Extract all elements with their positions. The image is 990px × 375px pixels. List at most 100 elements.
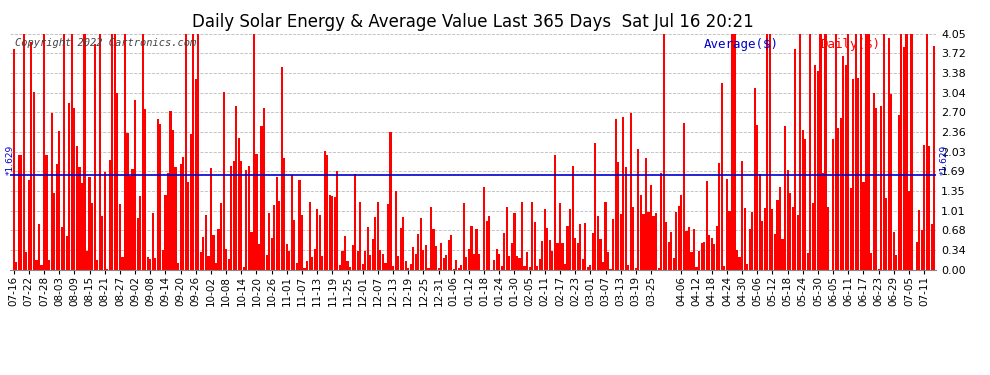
Bar — [316, 209, 318, 270]
Bar — [402, 217, 404, 270]
Bar — [802, 130, 804, 270]
Bar — [207, 256, 210, 270]
Bar — [812, 203, 814, 270]
Bar — [68, 104, 70, 270]
Bar — [918, 210, 920, 270]
Bar — [195, 79, 197, 270]
Bar — [127, 133, 129, 270]
Bar — [574, 238, 576, 270]
Bar — [483, 187, 485, 270]
Bar — [544, 210, 545, 270]
Bar — [124, 31, 126, 270]
Bar — [473, 254, 475, 270]
Bar — [652, 216, 654, 270]
Bar — [761, 221, 763, 270]
Bar — [106, 269, 108, 270]
Bar — [537, 266, 539, 270]
Bar — [769, 31, 771, 270]
Bar — [202, 237, 205, 270]
Bar — [885, 198, 887, 270]
Bar — [114, 31, 116, 270]
Bar — [488, 216, 490, 270]
Bar — [693, 230, 695, 270]
Bar — [667, 242, 670, 270]
Bar — [364, 251, 366, 270]
Bar — [898, 115, 900, 270]
Bar — [273, 205, 275, 270]
Bar — [321, 256, 324, 270]
Bar — [164, 195, 166, 270]
Bar — [751, 212, 753, 270]
Bar — [197, 31, 199, 270]
Bar — [342, 251, 344, 270]
Bar — [916, 242, 918, 270]
Bar — [93, 44, 96, 270]
Bar — [708, 235, 710, 270]
Bar — [630, 113, 632, 270]
Bar — [615, 119, 617, 270]
Bar — [521, 202, 523, 270]
Bar — [835, 31, 837, 270]
Bar — [334, 197, 336, 270]
Bar — [407, 268, 409, 270]
Bar — [900, 31, 903, 270]
Bar — [255, 154, 257, 270]
Bar — [571, 166, 573, 270]
Bar — [890, 94, 892, 270]
Bar — [31, 42, 33, 270]
Bar — [440, 243, 443, 270]
Bar — [872, 93, 874, 270]
Bar — [379, 249, 381, 270]
Bar — [366, 227, 369, 270]
Bar — [862, 182, 864, 270]
Bar — [58, 131, 60, 270]
Bar — [417, 234, 420, 270]
Bar — [827, 207, 830, 270]
Bar — [797, 214, 799, 270]
Text: *1.629: *1.629 — [5, 145, 14, 175]
Bar — [926, 31, 928, 270]
Bar — [301, 215, 303, 270]
Bar — [179, 165, 182, 270]
Bar — [888, 38, 890, 270]
Bar — [374, 217, 376, 270]
Bar — [564, 264, 566, 270]
Bar — [43, 31, 46, 270]
Bar — [389, 132, 392, 270]
Bar — [215, 263, 217, 270]
Bar — [288, 251, 290, 270]
Bar — [496, 249, 498, 270]
Bar — [265, 255, 267, 270]
Bar — [673, 258, 675, 270]
Bar — [293, 220, 295, 270]
Bar — [726, 179, 728, 270]
Bar — [182, 157, 184, 270]
Bar — [86, 251, 88, 270]
Bar — [592, 233, 594, 270]
Bar — [650, 185, 652, 270]
Bar — [903, 47, 905, 270]
Bar — [825, 31, 827, 270]
Bar — [665, 222, 667, 270]
Bar — [753, 88, 755, 270]
Bar — [354, 174, 356, 270]
Bar — [134, 100, 137, 270]
Bar — [154, 258, 156, 270]
Bar — [792, 207, 794, 270]
Bar — [771, 209, 773, 270]
Bar — [553, 155, 556, 270]
Bar — [729, 211, 731, 270]
Bar — [542, 242, 544, 270]
Bar — [73, 108, 75, 270]
Bar — [438, 268, 440, 270]
Bar — [776, 200, 778, 270]
Bar — [372, 238, 374, 270]
Bar — [576, 243, 579, 270]
Bar — [119, 204, 121, 270]
Bar — [921, 230, 923, 270]
Bar — [104, 172, 106, 270]
Bar — [149, 259, 151, 270]
Bar — [167, 173, 169, 270]
Bar — [443, 258, 445, 270]
Bar — [412, 247, 415, 270]
